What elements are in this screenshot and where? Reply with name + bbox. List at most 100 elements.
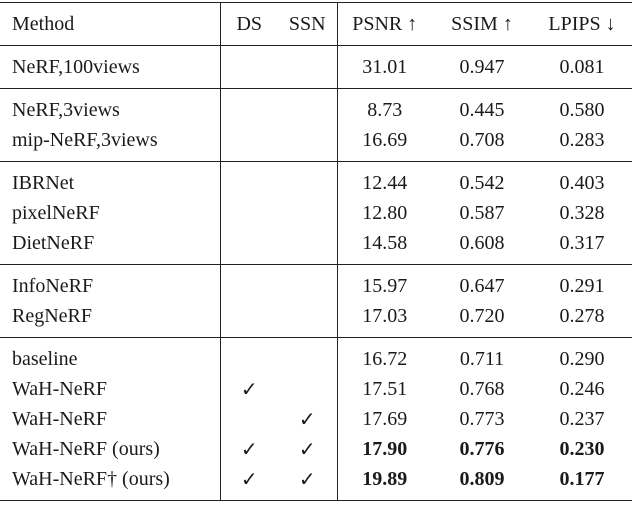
metric-cell: 17.90 [362, 437, 408, 460]
table-row: pixelNeRF 12.80 0.587 0.328 [0, 198, 632, 228]
method-cell: IBRNet [0, 161, 221, 198]
method-cell: WaH-NeRF† (ours) [0, 464, 221, 501]
empty-cell [278, 88, 338, 125]
metric-cell: 16.72 [362, 347, 408, 370]
empty-cell [220, 162, 278, 199]
empty-cell [220, 125, 278, 162]
method-cell: NeRF,100views [0, 45, 221, 89]
table-row: WaH-NeRF† (ours) ✓ ✓ 19.89 0.809 0.177 [0, 464, 632, 501]
metric-cell: 15.97 [362, 274, 408, 297]
table-row: WaH-NeRF ✓ 17.69 0.773 0.237 [0, 404, 632, 434]
metric-cell: 17.51 [362, 377, 408, 400]
table-row: WaH-NeRF ✓ 17.51 0.768 0.246 [0, 374, 632, 404]
empty-cell [278, 125, 338, 162]
method-cell: NeRF,3views [0, 88, 221, 125]
empty-cell [278, 374, 338, 404]
metric-cell: 14.58 [362, 231, 408, 254]
table-row: NeRF,100views 31.01 0.947 0.081 [0, 45, 632, 89]
table-row: baseline 16.72 0.711 0.290 [0, 337, 632, 375]
empty-cell [220, 338, 278, 375]
table-header: Method DS SSN PSNR ↑ SSIM ↑ LPIPS ↓ [0, 2, 632, 46]
empty-cell [278, 264, 338, 301]
method-cell: RegNeRF [0, 301, 221, 338]
table-row: NeRF,3views 8.73 0.445 0.580 [0, 88, 632, 126]
empty-cell [278, 198, 338, 228]
metric-cell: 0.542 [459, 171, 505, 194]
row-group: InfoNeRF 15.97 0.647 0.291 RegNeRF 17.03 0.720… [0, 264, 632, 338]
table-row: RegNeRF 17.03 0.720 0.278 [0, 301, 632, 338]
row-group: baseline 16.72 0.711 0.290 WaH-NeRF ✓ 17.51 0.7… [0, 337, 632, 501]
method-cell: InfoNeRF [0, 264, 221, 301]
header-cell: SSN [278, 2, 338, 46]
empty-cell [220, 198, 278, 228]
check-cell: ✓ [278, 434, 338, 464]
table-row: WaH-NeRF (ours) ✓ ✓ 17.90 0.776 0.230 [0, 434, 632, 464]
metric-cell: 0.403 [559, 171, 605, 194]
empty-cell [220, 301, 278, 338]
metric-cell: 0.647 [459, 274, 505, 297]
empty-cell [278, 161, 338, 198]
table-row: InfoNeRF 15.97 0.647 0.291 [0, 264, 632, 302]
metric-cell: 16.69 [362, 128, 408, 151]
metric-cell: 0.237 [559, 407, 605, 430]
table-row: IBRNet 12.44 0.542 0.403 [0, 161, 632, 199]
empty-cell [220, 89, 278, 126]
metric-cell: 0.776 [459, 437, 505, 460]
method-cell: mip-NeRF,3views [0, 125, 221, 162]
metric-cell: 0.768 [459, 377, 505, 400]
metric-cell: 0.708 [459, 128, 505, 151]
metric-cell: 0.283 [559, 128, 605, 151]
metric-cell: 0.711 [459, 347, 505, 370]
check-cell: ✓ [240, 378, 258, 401]
method-cell: DietNeRF [0, 228, 221, 265]
metric-cell: 0.947 [459, 55, 505, 78]
empty-cell [220, 228, 278, 265]
header-row: Method DS SSN PSNR ↑ SSIM ↑ LPIPS ↓ [0, 2, 632, 46]
method-cell: WaH-NeRF (ours) [0, 434, 221, 464]
check-cell: ✓ [240, 468, 258, 491]
metric-cell: 0.291 [559, 274, 605, 297]
metric-cell: 17.03 [362, 304, 408, 327]
row-group: NeRF,100views 31.01 0.947 0.081 [0, 45, 632, 89]
header-cell: SSIM ↑ [451, 12, 513, 35]
metric-cell: 0.587 [459, 201, 505, 224]
metric-cell: 0.290 [559, 347, 605, 370]
empty-cell [220, 265, 278, 302]
metric-cell: 12.80 [362, 201, 408, 224]
empty-cell [220, 404, 278, 434]
row-group: NeRF,3views 8.73 0.445 0.580 mip-NeRF,3views… [0, 88, 632, 162]
metric-cell: 31.01 [362, 55, 408, 78]
method-cell: baseline [0, 337, 221, 374]
check-cell: ✓ [278, 404, 338, 434]
metric-cell: 12.44 [362, 171, 408, 194]
table-row: mip-NeRF,3views 16.69 0.708 0.283 [0, 125, 632, 162]
metric-cell: 17.69 [362, 407, 408, 430]
empty-cell [278, 337, 338, 374]
metric-cell: 0.720 [459, 304, 505, 327]
method-cell: WaH-NeRF [0, 374, 221, 404]
method-cell: pixelNeRF [0, 198, 221, 228]
metric-cell: 8.73 [367, 98, 403, 121]
empty-cell [278, 301, 338, 338]
metric-cell: 0.580 [559, 98, 605, 121]
table-row: DietNeRF 14.58 0.608 0.317 [0, 228, 632, 265]
metric-cell: 19.89 [362, 467, 408, 490]
header-cell: PSNR ↑ [352, 12, 418, 35]
metric-cell: 0.608 [459, 231, 505, 254]
metric-cell: 0.278 [559, 304, 605, 327]
metric-cell: 0.809 [459, 467, 505, 490]
metric-cell: 0.177 [559, 467, 605, 490]
method-cell: WaH-NeRF [0, 404, 221, 434]
metric-cell: 0.773 [459, 407, 505, 430]
metric-cell: 0.328 [559, 201, 605, 224]
header-cell: LPIPS ↓ [548, 12, 616, 35]
empty-cell [220, 46, 278, 89]
empty-cell [278, 228, 338, 265]
metric-cell: 0.445 [459, 98, 505, 121]
metric-cell: 0.317 [559, 231, 605, 254]
header-cell: DS [236, 12, 263, 35]
check-cell: ✓ [240, 438, 258, 461]
row-group: IBRNet 12.44 0.542 0.403 pixelNeRF 12.80 0.587… [0, 161, 632, 265]
